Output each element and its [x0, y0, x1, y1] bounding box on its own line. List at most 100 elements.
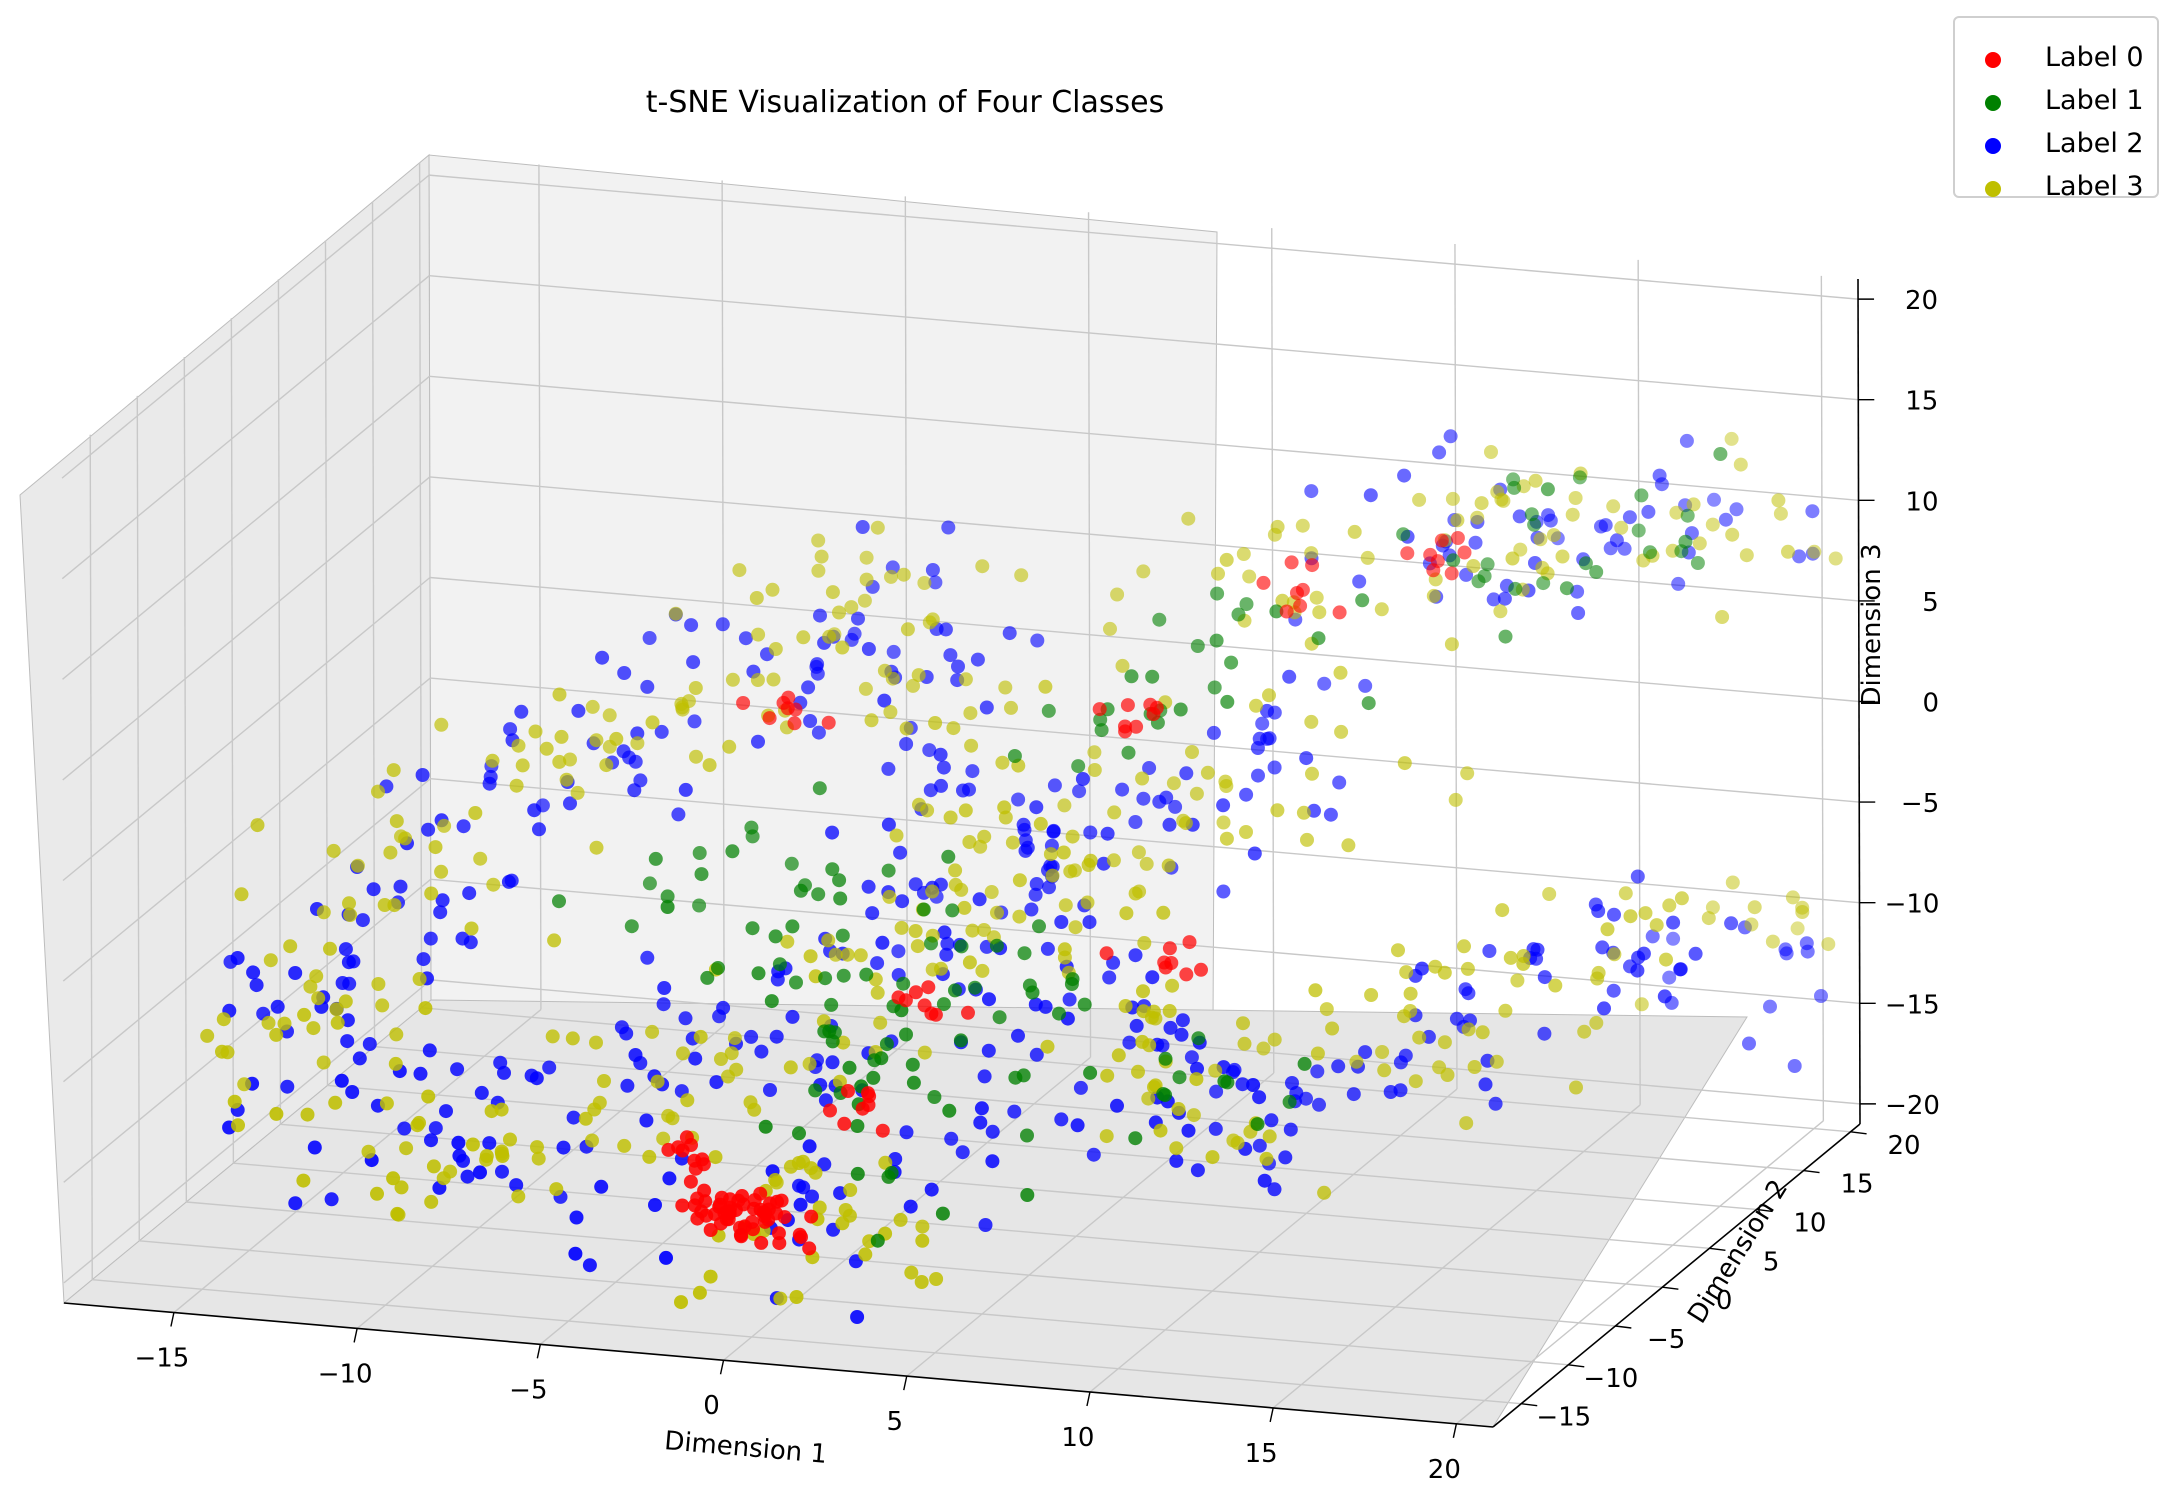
point-label-2 [1299, 751, 1314, 766]
point-label-2 [1607, 907, 1621, 922]
point-label-2 [1267, 705, 1282, 720]
point-label-2 [1597, 1001, 1611, 1016]
point-label-0 [891, 990, 906, 1005]
point-label-3 [768, 642, 783, 656]
point-label-3 [995, 755, 1010, 770]
point-label-2 [1209, 1084, 1224, 1099]
point-label-1 [1032, 919, 1046, 934]
point-label-3 [1267, 1032, 1282, 1047]
y-tick-mark [1521, 1402, 1538, 1407]
point-label-2 [1075, 772, 1090, 786]
point-label-2 [1145, 970, 1160, 985]
point-label-2 [1155, 1038, 1170, 1053]
grid-line-y-floor [139, 1240, 1569, 1366]
point-label-2 [738, 631, 753, 646]
points-layer [200, 429, 1843, 1324]
point-label-2 [1102, 970, 1117, 985]
point-label-3 [693, 1029, 708, 1044]
point-label-3 [859, 572, 874, 587]
point-label-3 [306, 1021, 321, 1036]
point-label-3 [884, 569, 898, 584]
point-label-3 [399, 1141, 414, 1156]
point-label-2 [1216, 798, 1231, 813]
point-label-1 [1674, 544, 1689, 559]
point-label-2 [809, 659, 824, 674]
grid-line-z-side [63, 878, 432, 1183]
point-label-3 [343, 908, 358, 922]
point-label-3 [958, 803, 973, 818]
point-label-3 [1724, 431, 1739, 446]
point-label-3 [630, 736, 645, 751]
point-label-3 [1043, 847, 1058, 862]
point-label-3 [990, 905, 1004, 920]
point-label-1 [867, 1053, 882, 1068]
point-label-2 [422, 1043, 437, 1058]
point-label-3 [780, 934, 795, 949]
point-label-3 [371, 784, 385, 799]
point-label-0 [770, 1194, 784, 1209]
point-label-3 [1100, 1068, 1115, 1083]
point-label-2 [678, 1011, 693, 1026]
point-label-2 [1181, 1123, 1196, 1138]
point-label-3 [1623, 909, 1638, 924]
point-label-3 [1304, 546, 1319, 561]
point-label-3 [796, 630, 811, 645]
point-label-3 [1219, 831, 1234, 846]
point-label-1 [1524, 507, 1539, 522]
point-label-1 [1643, 545, 1657, 560]
point-label-3 [1484, 445, 1498, 459]
point-label-2 [463, 935, 478, 950]
point-label-3 [1444, 637, 1459, 652]
point-label-3 [585, 1133, 599, 1148]
point-label-2 [504, 873, 519, 888]
point-label-2 [341, 955, 356, 970]
point-label-0 [772, 1236, 787, 1251]
y-tick-label: −15 [1536, 1403, 1591, 1433]
point-label-3 [1087, 763, 1102, 777]
point-label-3 [650, 1074, 665, 1089]
point-label-3 [412, 972, 427, 986]
point-label-1 [744, 820, 759, 835]
point-label-3 [840, 947, 855, 962]
point-label-3 [853, 948, 868, 963]
point-label-2 [324, 1192, 339, 1207]
point-label-2 [1449, 1011, 1464, 1026]
point-label-3 [565, 1031, 580, 1046]
point-label-2 [1673, 962, 1688, 977]
point-label-2 [1073, 1080, 1088, 1095]
point-label-3 [821, 933, 836, 948]
point-label-3 [494, 1144, 509, 1159]
point-label-3 [1659, 952, 1673, 967]
x-tick-mark [1086, 1391, 1091, 1407]
point-label-2 [594, 1179, 609, 1194]
point-label-2 [1169, 1153, 1184, 1168]
point-label-2 [847, 626, 862, 641]
point-label-1 [1065, 972, 1080, 987]
point-label-2 [793, 1197, 808, 1212]
point-label-1 [1071, 759, 1086, 774]
point-label-3 [836, 1035, 851, 1050]
point-label-2 [433, 905, 448, 920]
point-label-1 [927, 1090, 942, 1104]
point-label-2 [335, 976, 350, 990]
point-label-2 [616, 744, 631, 759]
point-label-0 [753, 1186, 768, 1201]
point-label-3 [1014, 568, 1029, 583]
point-label-3 [464, 921, 479, 936]
point-label-2 [979, 700, 994, 715]
point-label-3 [486, 877, 501, 892]
legend-marker-olive [1985, 181, 2001, 197]
point-label-3 [859, 550, 874, 565]
point-label-2 [1664, 995, 1679, 1010]
point-label-3 [920, 803, 935, 818]
point-label-1 [822, 1024, 837, 1039]
point-label-3 [1606, 499, 1621, 514]
x-tick-label: 20 [1428, 1455, 1461, 1485]
point-label-3 [545, 1029, 560, 1044]
point-label-0 [1120, 698, 1135, 713]
point-label-3 [975, 559, 990, 574]
point-label-2 [1142, 761, 1157, 775]
point-label-3 [689, 749, 703, 764]
point-label-3 [1153, 1123, 1168, 1138]
legend-entry-label-1: Label 1 [1955, 81, 2157, 121]
